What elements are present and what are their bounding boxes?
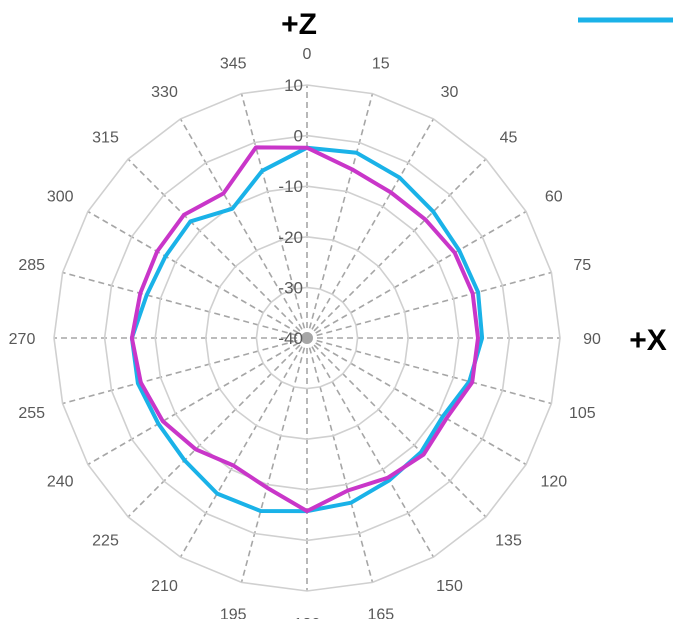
grid-spoke-15 xyxy=(306,93,374,339)
grid-spoke-120 xyxy=(306,337,527,466)
grid-spoke-210 xyxy=(179,337,308,558)
angle-label-180: 180 xyxy=(294,616,321,619)
grid-spokes xyxy=(54,85,560,591)
grid-spoke-315 xyxy=(127,158,308,339)
angle-label-195: 195 xyxy=(220,606,247,619)
grid-spoke-240 xyxy=(87,337,308,466)
grid-spoke-75 xyxy=(306,271,552,339)
grid-ring--30 xyxy=(255,286,359,390)
angle-label-60: 60 xyxy=(545,189,563,206)
grid-spoke-345 xyxy=(240,93,308,339)
series-line-2 xyxy=(129,145,480,514)
angle-label-120: 120 xyxy=(540,474,567,491)
angle-label-0: 0 xyxy=(303,46,312,63)
angle-label-330: 330 xyxy=(151,84,178,101)
grid-ring-10 xyxy=(53,84,561,592)
angle-label-270: 270 xyxy=(9,331,36,348)
grid-spoke-165 xyxy=(306,337,374,583)
angle-label-45: 45 xyxy=(500,130,518,147)
grid-ring--10 xyxy=(154,185,460,491)
grid-ring--20 xyxy=(204,235,410,441)
grid-spoke-285 xyxy=(62,271,308,339)
grid-ring-0 xyxy=(103,134,511,542)
grid-spoke-30 xyxy=(306,118,435,339)
angle-label-300: 300 xyxy=(47,189,74,206)
angle-label-315: 315 xyxy=(92,130,119,147)
radial-tick-label: 10 xyxy=(284,76,303,95)
radial-tick-label: -30 xyxy=(278,278,303,297)
angle-label-15: 15 xyxy=(372,56,390,73)
grid-spoke-135 xyxy=(306,337,487,518)
grid-rings xyxy=(53,84,561,592)
angle-label-150: 150 xyxy=(436,578,463,595)
axis-title-right: +X xyxy=(629,324,667,357)
angle-label-90: 90 xyxy=(583,331,601,348)
angle-label-135: 135 xyxy=(495,533,522,550)
grid-spoke-255 xyxy=(62,337,308,405)
grid-spoke-330 xyxy=(179,118,308,339)
grid-spoke-225 xyxy=(127,337,308,518)
radial-tick-label: -40 xyxy=(278,329,303,348)
radial-tick-labels: -40 -30 -20 -10 0 10 xyxy=(278,76,303,348)
grid-spoke-195 xyxy=(240,337,308,583)
angle-label-75: 75 xyxy=(573,257,591,274)
angle-label-30: 30 xyxy=(441,84,459,101)
grid-spoke-60 xyxy=(306,210,527,339)
angle-tick-labels: 0 15 30 45 60 75 90 105 120 135 150 165 180 195 210 225… xyxy=(9,46,601,619)
angle-label-345: 345 xyxy=(220,56,247,73)
radial-tick-label: -10 xyxy=(278,177,303,196)
grid-spoke-105 xyxy=(306,337,552,405)
angle-label-255: 255 xyxy=(18,405,45,422)
grid-spoke-150 xyxy=(306,337,435,558)
angle-label-165: 165 xyxy=(367,606,394,619)
angle-label-285: 285 xyxy=(18,257,45,274)
series-lines xyxy=(129,145,485,514)
angle-label-105: 105 xyxy=(569,405,596,422)
angle-label-225: 225 xyxy=(92,533,119,550)
radial-tick-label: 0 xyxy=(294,127,303,146)
grid-spoke-300 xyxy=(87,210,308,339)
axis-title-top: +Z xyxy=(281,8,317,41)
grid-spoke-45 xyxy=(306,158,487,339)
radial-tick-label: -20 xyxy=(278,228,303,247)
angle-label-240: 240 xyxy=(47,474,74,491)
angle-label-210: 210 xyxy=(151,578,178,595)
